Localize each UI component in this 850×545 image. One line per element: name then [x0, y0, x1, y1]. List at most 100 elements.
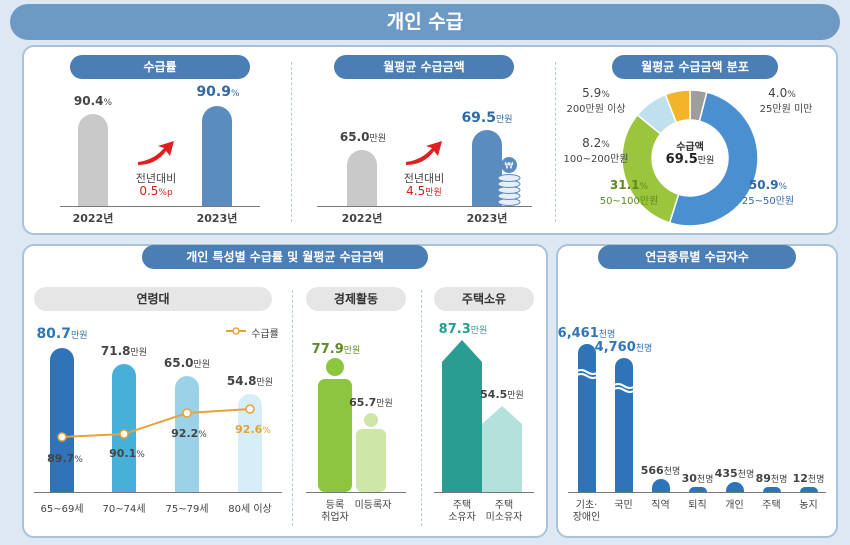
rate-value-2022: 90.4% [73, 94, 113, 108]
donut-slice [664, 89, 691, 124]
housing-amount-value: 87.3만원 [438, 322, 488, 337]
age-bar [50, 348, 74, 492]
amount-value-2022: 65.0만원 [339, 130, 387, 144]
pension-value: 30천명 [681, 472, 714, 485]
slice-label-100-200: 100~200만원 [563, 154, 629, 165]
pension-bar [688, 487, 707, 492]
slice-pct-gt200: 5.9% [582, 86, 610, 100]
rate-year-2022: 2022년 [72, 212, 114, 225]
age-amount-value: 80.7만원 [36, 326, 88, 342]
amount-year-2022: 2022년 [341, 212, 383, 225]
rate-change-value: 0.5%p [139, 184, 173, 198]
distribution-donut [621, 89, 759, 227]
rate-bar-2023 [202, 106, 232, 206]
age-rate-value: 90.1% [109, 447, 145, 460]
housing-amount-value: 54.5만원 [480, 388, 524, 401]
rate-point [57, 432, 67, 442]
pension-label: 국민 [614, 500, 633, 511]
age-rate-value: 89.7% [47, 452, 83, 465]
divider [421, 290, 422, 526]
age-amount-value: 71.8만원 [100, 344, 148, 358]
divider [292, 290, 293, 526]
age-title: 연령대 [34, 287, 272, 311]
rate-bar-2022 [78, 114, 108, 206]
pension-label: 개인 [725, 500, 744, 511]
age-bar [112, 364, 136, 492]
slice-pct-lt25: 4.0% [768, 86, 796, 100]
age-label: 70~74세 [102, 504, 146, 515]
axis-break-icon [573, 369, 600, 379]
rate-year-2023: 2023년 [196, 212, 238, 225]
pension-value: 6,461천명 [557, 326, 616, 341]
pension-bar [799, 487, 818, 492]
non-owner-house-icon [482, 406, 522, 492]
economic-amount-value: 77.9만원 [311, 342, 361, 357]
donut-slice [621, 113, 680, 224]
up-arrow-icon [406, 141, 442, 165]
rate-title: 수급률 [70, 55, 250, 79]
divider [555, 62, 556, 222]
coin-stack-icon: ₩ [497, 157, 521, 206]
pension-value: 566천명 [640, 464, 681, 478]
economic-label: 미등록자 [354, 500, 392, 511]
pension-value: 89천명 [755, 472, 788, 485]
amount-year-2023: 2023년 [466, 212, 508, 225]
age-label: 75~79세 [165, 504, 209, 515]
rate-point [182, 408, 192, 418]
slice-label-gt200: 200만원 이상 [566, 104, 626, 115]
amount-change-value: 4.5만원 [406, 184, 442, 198]
housing-label: 주택 미소유자 [485, 500, 523, 523]
svg-text:₩: ₩ [505, 162, 514, 172]
divider [291, 62, 292, 222]
age-amount-value: 65.0만원 [163, 356, 211, 370]
slice-pct-100-200: 8.2% [582, 136, 610, 150]
age-rate-value: 92.6% [235, 423, 271, 436]
pension-label: 직역 [651, 500, 670, 511]
pension-value: 4,760천명 [594, 340, 653, 355]
baseline [568, 492, 826, 493]
amount-bar-2022 [347, 150, 377, 206]
slice-pct-25-50: 50.9% [748, 178, 788, 192]
slice-label-25-50: 25~50만원 [741, 196, 795, 207]
up-arrow-icon [138, 141, 174, 165]
economic-label: 등록 취업자 [321, 500, 349, 523]
distribution-title: 월평균 수급금액 분포 [612, 55, 778, 79]
pension-bar [577, 344, 596, 492]
slice-pct-50-100: 31.1% [609, 178, 649, 192]
characteristics-title: 개인 특성별 수급률 및 월평균 수급금액 [142, 245, 428, 269]
page-title: 개인 수급 [10, 4, 840, 40]
age-label: 80세 이상 [228, 504, 272, 515]
age-amount-value: 54.8만원 [226, 374, 274, 388]
pension-bar [651, 479, 670, 492]
pension-bar [762, 487, 781, 492]
rate-legend-label: 수급률 [251, 329, 279, 340]
pension-label: 주택 [762, 500, 781, 511]
axis-break-icon [610, 383, 637, 393]
baseline [317, 206, 532, 207]
slice-label-50-100: 50~100만원 [599, 196, 659, 207]
pension-label: 농지 [799, 500, 818, 511]
donut-slice [668, 91, 759, 227]
pension-bar [725, 482, 744, 492]
age-rate-value: 92.2% [171, 427, 207, 440]
baseline [34, 492, 282, 493]
housing-label: 주택 소유자 [448, 500, 476, 523]
rate-change-label: 전년대비 [135, 172, 177, 185]
age-label: 65~69세 [40, 504, 84, 515]
economic-amount-value: 65.7만원 [349, 396, 393, 409]
pension-label: 기초· 장애인 [572, 500, 601, 523]
distribution-center-value: 69.5만원 [665, 152, 715, 167]
amount-title: 월평균 수급금액 [334, 55, 514, 79]
rate-point [245, 404, 255, 414]
pension-types-title: 연금종류별 수급자수 [598, 245, 796, 269]
baseline [60, 206, 260, 207]
rate-value-2023: 90.9% [196, 84, 240, 100]
pension-value: 435천명 [714, 467, 755, 481]
unregistered-person-icon [356, 413, 386, 492]
employed-person-icon [318, 358, 352, 492]
rate-point [119, 429, 129, 439]
rate-legend-icon [226, 327, 246, 335]
amount-value-2023: 69.5만원 [461, 110, 513, 126]
baseline [434, 492, 534, 493]
